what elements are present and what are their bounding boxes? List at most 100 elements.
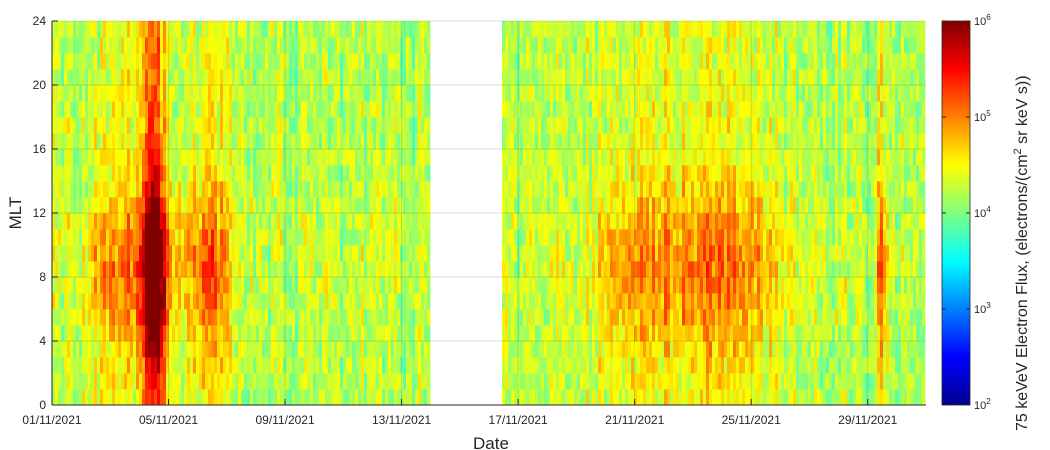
heatmap-cell	[52, 357, 56, 374]
heatmap-cell	[346, 277, 350, 294]
heatmap-cell	[550, 325, 554, 342]
heatmap-cell	[661, 53, 665, 70]
heatmap-cell	[394, 341, 398, 358]
heatmap-cell	[397, 69, 401, 86]
heatmap-cell	[373, 261, 377, 278]
heatmap-cell	[364, 165, 368, 182]
heatmap-cell	[58, 85, 62, 102]
heatmap-cell	[70, 85, 74, 102]
heatmap-cell	[394, 389, 398, 406]
heatmap-cell	[394, 85, 398, 102]
heatmap-cell	[688, 117, 692, 134]
heatmap-cell	[400, 149, 404, 166]
heatmap-cell	[295, 85, 299, 102]
heatmap-cell	[79, 21, 83, 38]
heatmap-cell	[208, 325, 212, 342]
heatmap-cell	[745, 69, 749, 86]
heatmap-cell	[148, 197, 152, 214]
heatmap-cell	[370, 389, 374, 406]
heatmap-cell	[397, 53, 401, 70]
heatmap-cell	[139, 277, 143, 294]
heatmap-cell	[388, 181, 392, 198]
heatmap-cell	[148, 149, 152, 166]
heatmap-cell	[415, 69, 419, 86]
heatmap-cell	[100, 117, 104, 134]
heatmap-cell	[73, 245, 77, 262]
heatmap-cell	[583, 261, 587, 278]
heatmap-cell	[730, 53, 734, 70]
heatmap-cell	[631, 213, 635, 230]
heatmap-cell	[676, 341, 680, 358]
heatmap-cell	[169, 325, 173, 342]
heatmap-cell	[592, 373, 596, 390]
heatmap-cell	[52, 341, 56, 358]
heatmap-cell	[550, 53, 554, 70]
heatmap-cell	[532, 245, 536, 262]
heatmap-cell	[166, 261, 170, 278]
heatmap-cell	[169, 197, 173, 214]
heatmap-cell	[601, 117, 605, 134]
heatmap-cell	[613, 149, 617, 166]
heatmap-cell	[595, 69, 599, 86]
heatmap-cell	[304, 357, 308, 374]
heatmap-cell	[289, 101, 293, 118]
heatmap-cell	[112, 277, 116, 294]
heatmap-cell	[643, 325, 647, 342]
heatmap-cell	[619, 277, 623, 294]
heatmap-cell	[376, 21, 380, 38]
heatmap-cell	[514, 357, 518, 374]
heatmap-cell	[109, 69, 113, 86]
heatmap-cell	[706, 325, 710, 342]
heatmap-cell	[154, 165, 158, 182]
heatmap-cell	[127, 85, 131, 102]
heatmap-cell	[106, 197, 110, 214]
heatmap-cell	[298, 261, 302, 278]
heatmap-cell	[559, 213, 563, 230]
heatmap-cell	[682, 101, 686, 118]
heatmap-cell	[340, 277, 344, 294]
heatmap-cell	[283, 101, 287, 118]
heatmap-cell	[718, 261, 722, 278]
heatmap-cell	[76, 277, 80, 294]
heatmap-cell	[253, 181, 257, 198]
heatmap-cell	[196, 53, 200, 70]
heatmap-cell	[226, 293, 230, 310]
heatmap-cell	[115, 37, 119, 54]
heatmap-cell	[409, 133, 413, 150]
heatmap-cell	[700, 261, 704, 278]
heatmap-cell	[322, 197, 326, 214]
heatmap-cell	[199, 309, 203, 326]
heatmap-cell	[277, 181, 281, 198]
heatmap-cell	[706, 213, 710, 230]
heatmap-cell	[613, 69, 617, 86]
heatmap-cell	[262, 389, 266, 406]
heatmap-cell	[610, 277, 614, 294]
heatmap-cell	[259, 277, 263, 294]
heatmap-cell	[571, 277, 575, 294]
heatmap-cell	[718, 277, 722, 294]
heatmap-cell	[583, 229, 587, 246]
heatmap-cell	[250, 69, 254, 86]
heatmap-cell	[76, 341, 80, 358]
heatmap-cell	[517, 53, 521, 70]
heatmap-cell	[235, 373, 239, 390]
heatmap-cell	[736, 149, 740, 166]
heatmap-cell	[121, 389, 125, 406]
heatmap-cell	[574, 133, 578, 150]
heatmap-cell	[103, 341, 107, 358]
heatmap-cell	[133, 101, 137, 118]
heatmap-cell	[538, 69, 542, 86]
heatmap-cell	[280, 197, 284, 214]
heatmap-cell	[691, 309, 695, 326]
heatmap-cell	[550, 245, 554, 262]
heatmap-cell	[295, 309, 299, 326]
heatmap-cell	[331, 149, 335, 166]
heatmap-cell	[58, 293, 62, 310]
heatmap-cell	[511, 261, 515, 278]
heatmap-cell	[604, 229, 608, 246]
heatmap-cell	[544, 245, 548, 262]
heatmap-cell	[559, 261, 563, 278]
heatmap-cell	[292, 53, 296, 70]
heatmap-cell	[304, 213, 308, 230]
heatmap-cell	[250, 181, 254, 198]
